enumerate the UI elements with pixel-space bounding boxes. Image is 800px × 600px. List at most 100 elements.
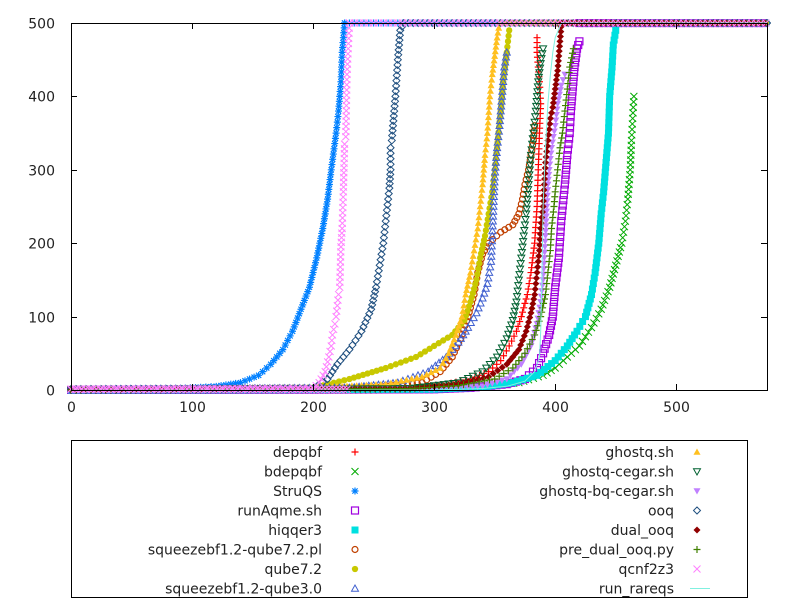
data-point xyxy=(479,288,489,297)
data-point xyxy=(381,216,390,226)
data-point xyxy=(541,238,549,245)
data-point xyxy=(408,375,416,382)
data-point xyxy=(500,352,508,360)
data-point xyxy=(250,373,258,381)
data-point xyxy=(551,85,559,93)
data-point xyxy=(387,131,397,140)
data-point xyxy=(485,373,493,381)
data-point xyxy=(465,277,473,285)
data-point xyxy=(571,331,579,339)
data-point xyxy=(315,244,323,252)
data-point xyxy=(611,31,619,39)
data-point xyxy=(382,211,391,220)
data-point xyxy=(553,171,561,179)
data-point xyxy=(402,357,410,364)
data-point xyxy=(266,385,275,394)
data-point xyxy=(489,357,498,366)
data-point xyxy=(392,361,399,368)
data-point xyxy=(614,252,622,261)
data-point xyxy=(522,295,530,303)
data-point xyxy=(527,269,535,277)
data-point xyxy=(491,157,501,166)
legend-marker xyxy=(350,583,360,592)
data-point xyxy=(491,375,499,383)
data-point xyxy=(483,135,491,142)
data-point xyxy=(602,163,610,171)
data-point xyxy=(554,160,562,168)
data-point xyxy=(561,107,569,115)
data-point xyxy=(557,28,565,36)
data-point xyxy=(472,236,480,243)
data-point xyxy=(488,70,496,78)
legend-marker xyxy=(351,545,359,554)
data-point xyxy=(179,385,188,394)
data-point xyxy=(491,47,499,55)
data-point xyxy=(542,153,550,161)
y-tick-label: 300 xyxy=(28,164,55,180)
data-point xyxy=(573,327,581,335)
data-point xyxy=(205,385,213,394)
series-depqbf xyxy=(67,19,769,393)
data-point xyxy=(478,186,486,193)
data-point xyxy=(491,162,500,171)
data-point xyxy=(212,385,221,394)
legend-marker xyxy=(351,448,359,456)
data-point xyxy=(322,362,331,371)
data-point xyxy=(609,41,617,49)
data-point xyxy=(466,269,474,276)
data-point xyxy=(330,145,338,153)
data-point xyxy=(552,182,560,190)
data-point xyxy=(314,385,322,394)
data-point xyxy=(545,263,553,271)
data-point xyxy=(183,385,192,394)
legend-label: hiqqer3 xyxy=(268,523,322,539)
data-point xyxy=(597,305,606,314)
data-point xyxy=(334,290,343,299)
data-point xyxy=(292,385,301,394)
data-point xyxy=(523,345,531,353)
data-point xyxy=(488,206,498,215)
data-point xyxy=(509,379,517,387)
data-point xyxy=(548,225,556,233)
series-pre-dual-ooq-py xyxy=(67,45,577,394)
data-point xyxy=(323,200,331,208)
legend-marker xyxy=(692,468,702,477)
data-point xyxy=(594,309,603,318)
data-point xyxy=(592,259,600,267)
data-point xyxy=(492,38,500,46)
data-point xyxy=(462,291,470,298)
data-point xyxy=(469,313,479,322)
data-point xyxy=(523,291,531,299)
data-point xyxy=(548,109,556,117)
data-point xyxy=(463,323,473,331)
data-point xyxy=(299,385,308,394)
y-tick-label: 500 xyxy=(28,17,55,33)
data-point xyxy=(201,385,210,394)
data-point xyxy=(593,254,601,262)
data-point xyxy=(557,82,565,89)
data-point xyxy=(369,291,379,301)
data-point xyxy=(512,327,520,335)
data-point xyxy=(407,355,415,362)
data-point xyxy=(549,214,557,222)
data-point xyxy=(481,232,489,240)
data-point xyxy=(497,91,507,100)
legend-label: ooq xyxy=(648,504,674,520)
data-point xyxy=(549,208,557,216)
data-point xyxy=(540,365,548,373)
data-point xyxy=(380,222,390,231)
data-point xyxy=(330,363,340,373)
data-point xyxy=(520,304,528,312)
data-point xyxy=(498,377,506,384)
data-point xyxy=(596,229,604,237)
legend-label: pre_dual_ooq.py xyxy=(559,543,674,559)
data-point xyxy=(541,164,549,172)
data-point xyxy=(497,357,505,365)
data-point xyxy=(288,385,297,394)
data-point xyxy=(340,29,348,37)
data-point xyxy=(327,171,335,179)
legend-label: qcnf2z3 xyxy=(618,562,674,578)
data-point xyxy=(474,271,481,278)
data-point xyxy=(226,385,235,394)
data-point xyxy=(373,272,383,281)
